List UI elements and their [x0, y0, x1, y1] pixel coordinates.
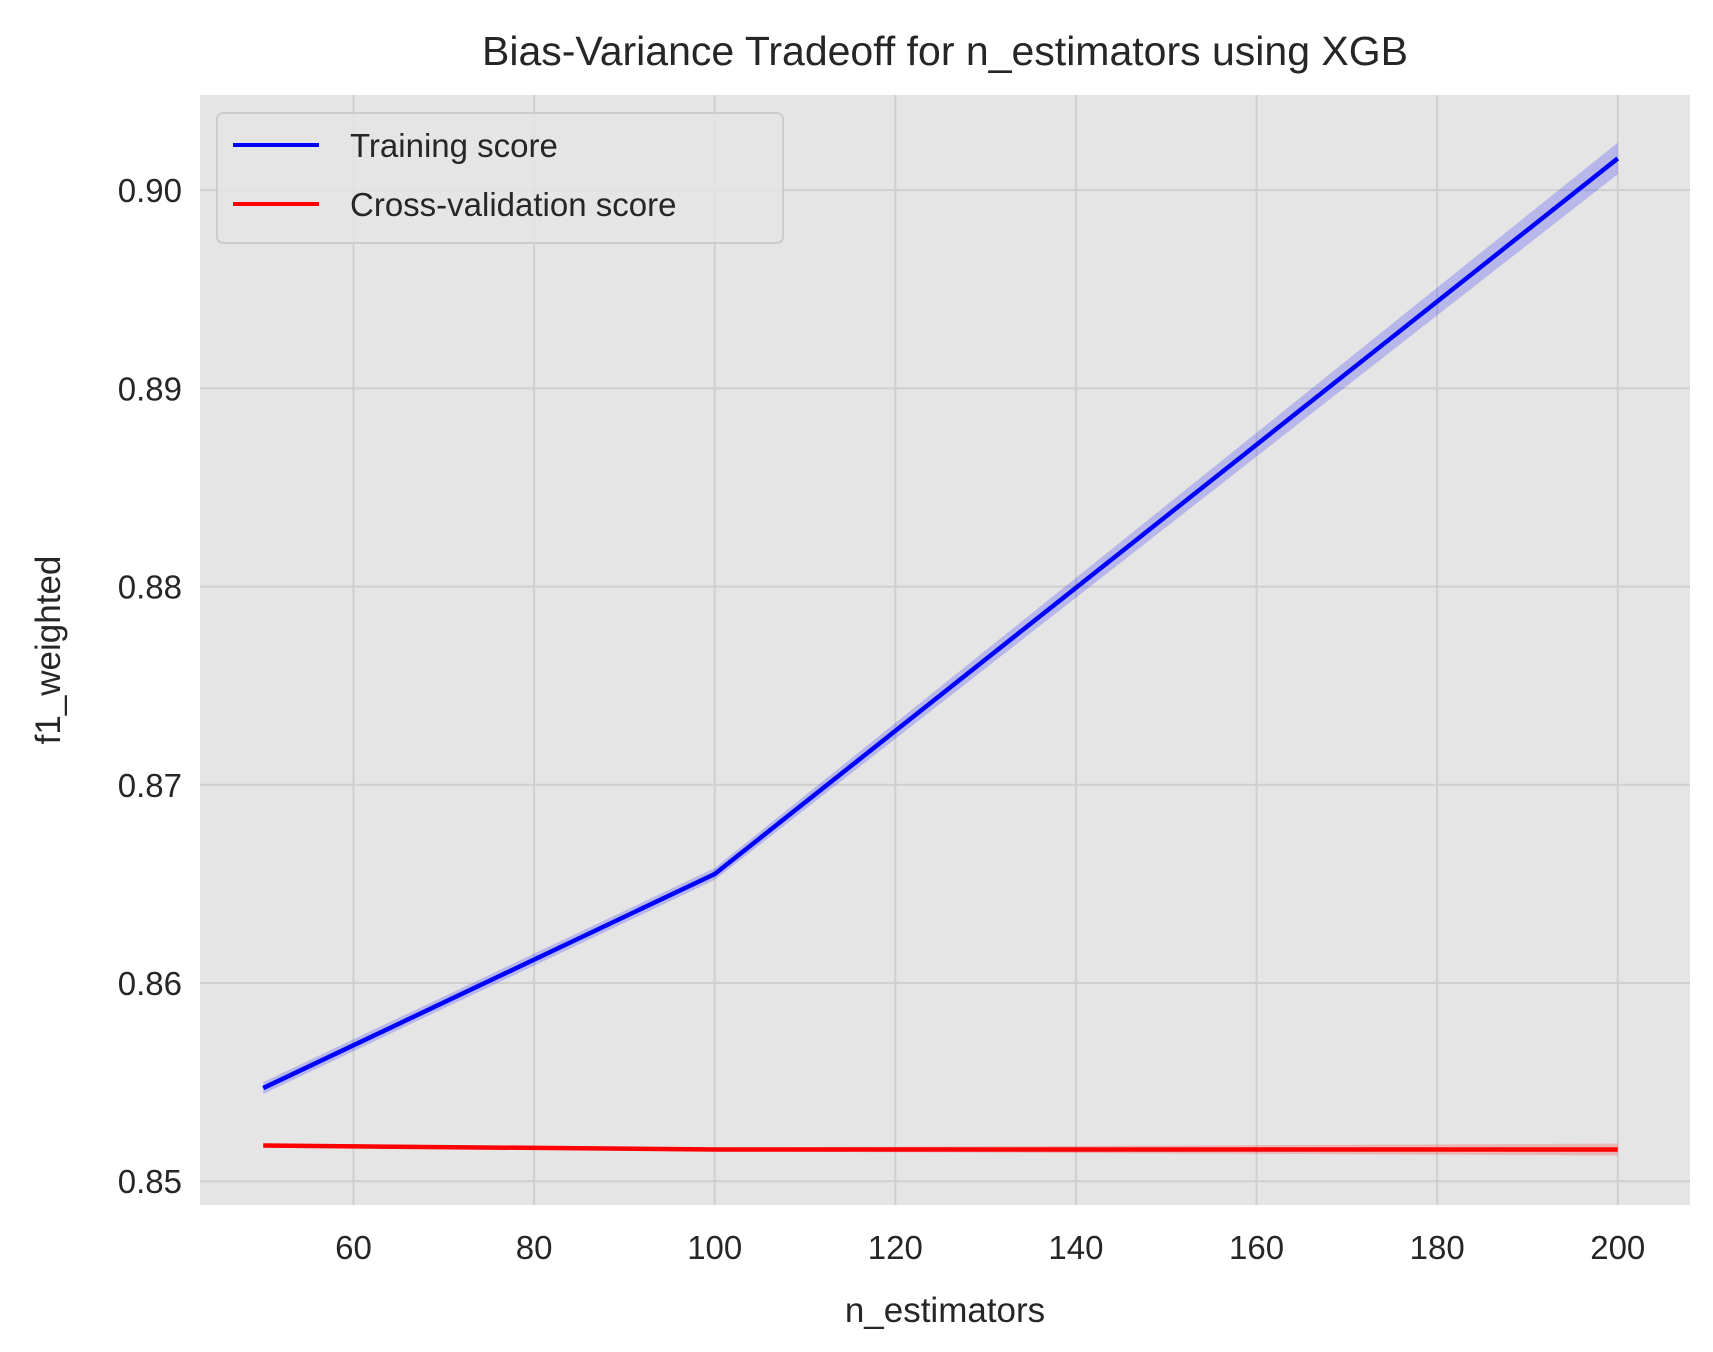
- legend-label-cross-validation: Cross-validation score: [350, 186, 676, 223]
- legend-box: [216, 112, 784, 244]
- x-tick-label: 60: [335, 1229, 372, 1266]
- x-tick-label: 120: [868, 1229, 923, 1266]
- y-tick-labels: 0.85 0.86 0.87 0.88 0.89 0.90: [118, 172, 182, 1200]
- legend: Training score Cross-validation score: [216, 112, 784, 244]
- y-tick-label: 0.88: [118, 569, 182, 606]
- x-tick-label: 200: [1590, 1229, 1645, 1266]
- series-line-0: [262, 156, 1620, 1091]
- x-tick-labels: 60 80 100 120 140 160 180 200: [335, 1229, 1645, 1266]
- series-line-1: [263, 1143, 1618, 1152]
- grid-lines: [200, 95, 1690, 1205]
- y-tick-label: 0.85: [118, 1163, 182, 1200]
- chart-title: Bias-Variance Tradeoff for n_estimators …: [482, 28, 1408, 74]
- x-axis-label: n_estimators: [845, 1291, 1045, 1330]
- x-tick-label: 80: [516, 1229, 553, 1266]
- plot-background: [200, 95, 1690, 1205]
- legend-label-training: Training score: [350, 127, 558, 164]
- x-tick-label: 180: [1410, 1229, 1465, 1266]
- series-lines: [262, 156, 1620, 1152]
- x-tick-label: 160: [1229, 1229, 1284, 1266]
- x-tick-label: 100: [687, 1229, 742, 1266]
- y-tick-label: 0.90: [118, 172, 182, 209]
- x-tick-label: 140: [1048, 1229, 1103, 1266]
- y-tick-label: 0.87: [118, 767, 182, 804]
- y-tick-label: 0.86: [118, 965, 182, 1002]
- y-axis-label: f1_weighted: [29, 556, 68, 745]
- y-tick-label: 0.89: [118, 370, 182, 407]
